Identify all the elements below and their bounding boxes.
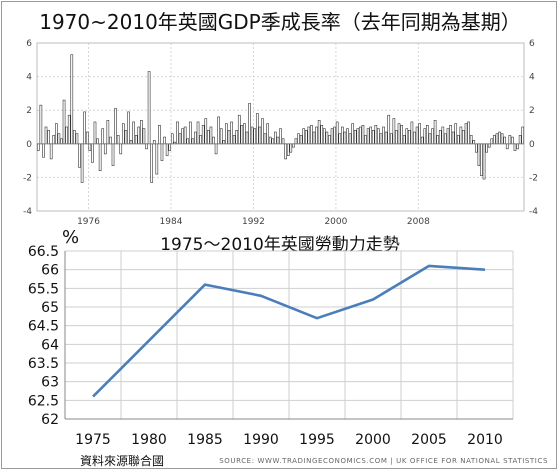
gdp-y-tick-right: 2: [529, 106, 535, 116]
gdp-x-tick: 1992: [242, 217, 265, 227]
labor-y-tick: 63: [41, 375, 59, 391]
labor-x-tick: 1985: [187, 432, 223, 448]
labor-x-tick: 2005: [411, 432, 447, 448]
gdp-x-tick: 2008: [407, 217, 430, 227]
labor-series-line: [92, 264, 486, 398]
labor-x-tick: 2000: [355, 432, 391, 448]
gdp-y-tick-left: -4: [23, 207, 32, 217]
labor-y-tick: 62: [41, 412, 59, 428]
gdp-y-tick-right: 6: [529, 39, 535, 49]
data-source: SOURCE: WWW.TRADINGECONOMICS.COM | UK OF…: [219, 457, 548, 465]
labor-y-tick: 66: [41, 263, 59, 279]
gdp-y-tick-right: -2: [529, 173, 538, 183]
gdp-y-tick-right: 0: [529, 140, 535, 150]
gdp-x-tick: 2000: [324, 217, 347, 227]
gdp-y-tick-right: -4: [529, 207, 538, 217]
gdp-y-tick-right: 4: [529, 73, 535, 83]
labor-y-tick: 63.5: [28, 356, 59, 372]
labor-x-tick: 2010: [467, 432, 503, 448]
labor-y-tick: 64.5: [28, 319, 59, 335]
labor-y-tick: 64: [41, 337, 59, 353]
gdp-chart-title: 1970~2010年英國GDP季成長率（去年同期為基期）: [39, 10, 521, 34]
gdp-y-tick-left: -2: [23, 173, 32, 183]
gdp-x-tick: 1976: [77, 217, 100, 227]
labor-x-tick: 1975: [75, 432, 111, 448]
data-credit: 資料來源聯合國: [80, 454, 165, 468]
labor-x-tick: 1980: [131, 432, 167, 448]
gdp-y-tick-left: 6: [26, 39, 32, 49]
labor-y-tick: 66.5: [28, 244, 59, 260]
labor-x-tick: 1995: [299, 432, 335, 448]
labor-y-tick: 65.5: [28, 281, 59, 297]
labor-chart-title: 1975～2010年英國勞動力走勢: [160, 235, 400, 255]
gdp-y-tick-left: 0: [26, 140, 32, 150]
labor-x-tick: 1990: [243, 432, 279, 448]
gdp-growth-chart: -4 -4 -2 -2 0 0 2 2 4 4 6 6 1976 1984 1992 2000 2008: [23, 39, 538, 227]
gdp-y-tick-left: 2: [26, 106, 32, 116]
labor-y-tick: 65: [41, 300, 59, 316]
gdp-y-tick-left: 4: [26, 73, 32, 83]
gdp-x-tick: 1984: [160, 217, 183, 227]
labor-y-tick: 62.5: [28, 393, 59, 409]
labor-y-unit: %: [62, 227, 80, 248]
